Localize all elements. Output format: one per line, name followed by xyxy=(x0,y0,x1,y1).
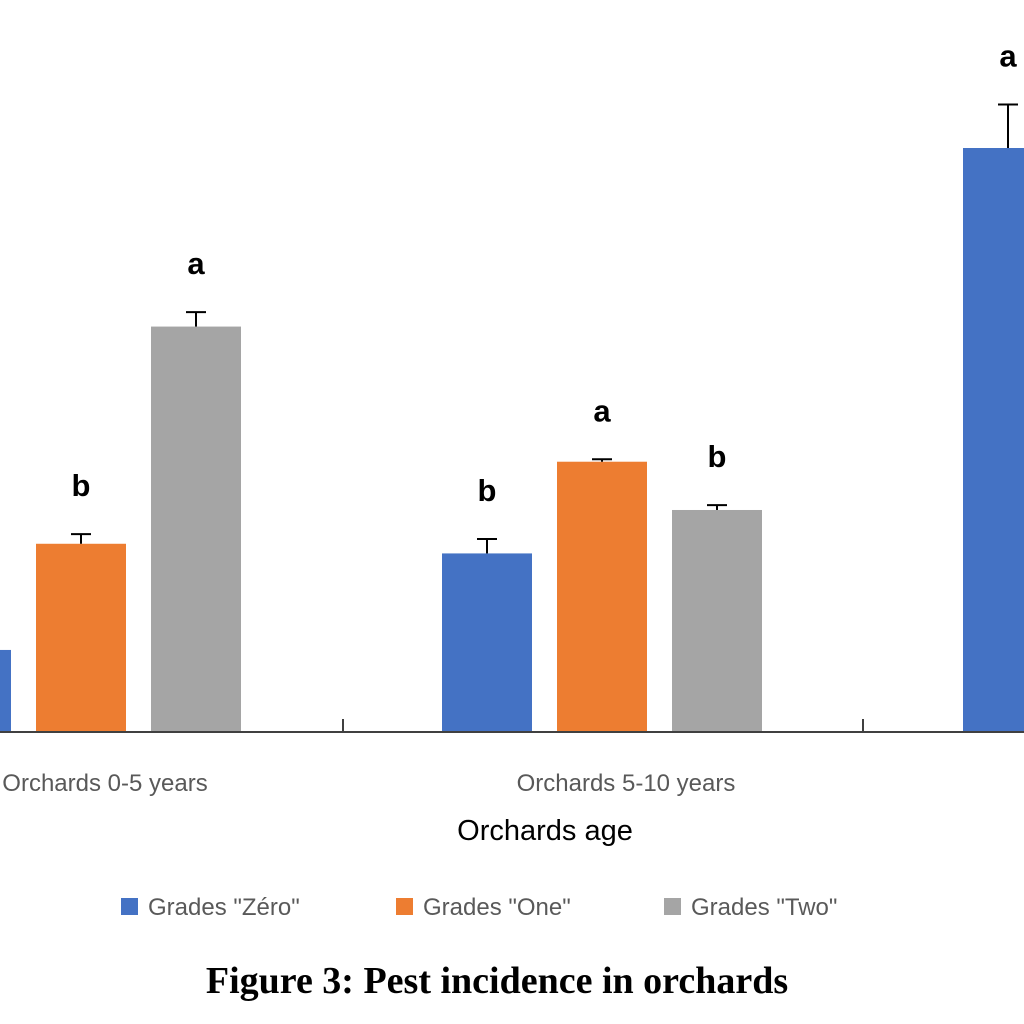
legend-swatch xyxy=(121,898,138,915)
bar xyxy=(963,148,1024,732)
legend-swatch xyxy=(396,898,413,915)
figure-caption: Figure 3: Pest incidence in orchards xyxy=(206,960,788,1002)
legend-entry: Grades "One" xyxy=(396,894,571,921)
bar xyxy=(557,461,647,732)
legend-label: Grades "Zéro" xyxy=(148,894,300,921)
significance-letter: b xyxy=(72,468,91,503)
legend-label: Grades "One" xyxy=(423,894,571,921)
bar xyxy=(36,543,126,732)
bar xyxy=(0,649,11,732)
error-bars-layer xyxy=(71,103,1018,554)
x-axis-title: Orchards age xyxy=(457,815,633,847)
significance-letter: b xyxy=(478,473,497,508)
significance-letter: a xyxy=(187,246,205,281)
legend-label: Grades "Two" xyxy=(691,894,837,921)
bar xyxy=(672,509,762,732)
significance-letter: b xyxy=(708,439,727,474)
x-tick-label: Orchards 0-5 years xyxy=(2,770,207,797)
significance-letter: a xyxy=(999,39,1017,74)
significance-letters-layer: b a b a a b xyxy=(72,39,1018,508)
legend: Grades "Zéro" Grades "One" Grades "Two" xyxy=(121,894,837,921)
legend-swatch xyxy=(664,898,681,915)
legend-entry: Grades "Zéro" xyxy=(121,894,300,921)
legend-entry: Grades "Two" xyxy=(664,894,837,921)
bar xyxy=(151,326,241,732)
x-tick-label: Orchards 5-10 years xyxy=(517,770,736,797)
significance-letter: a xyxy=(593,393,611,428)
bar xyxy=(442,553,532,732)
x-axis-ticks xyxy=(342,719,864,732)
bars-layer xyxy=(0,148,1024,732)
